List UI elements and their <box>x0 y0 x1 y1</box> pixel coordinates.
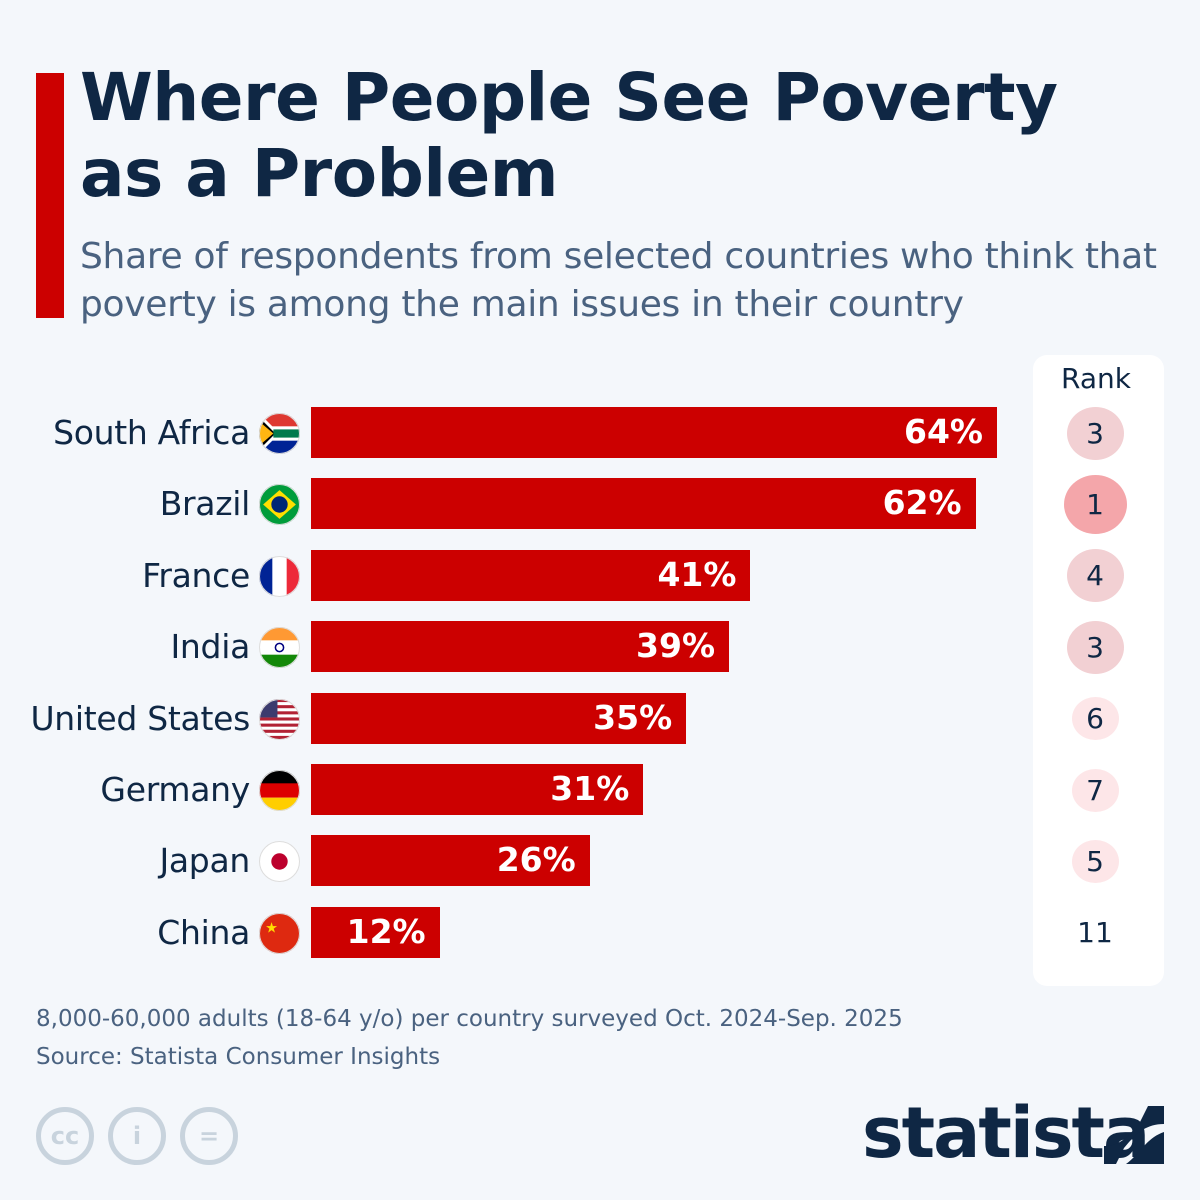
attribution-icon[interactable]: i <box>108 1107 166 1165</box>
bar: 12% <box>311 906 440 958</box>
bar: 64% <box>311 407 997 458</box>
za-flag-icon <box>259 413 300 454</box>
rank-badge: 11 <box>1077 916 1113 950</box>
rank-badge: 1 <box>1063 474 1127 534</box>
cn-flag-icon: ★ <box>259 912 300 954</box>
bar-row: France 41% 4 <box>0 549 1200 603</box>
rank-badge: 6 <box>1071 697 1119 741</box>
bar-row: India 39% 3 <box>0 620 1200 674</box>
svg-text:★: ★ <box>265 920 278 936</box>
bar: 62% <box>311 478 976 530</box>
jp-flag-icon <box>259 841 300 883</box>
bar: 26% <box>311 835 590 887</box>
no-derivatives-icon[interactable]: = <box>180 1107 238 1165</box>
bar-row: Germany 31% 7 <box>0 764 1200 816</box>
bar-row: South Africa 64% 3 <box>0 406 1200 460</box>
rank-badge: 7 <box>1071 768 1119 812</box>
bar-row: United States 35% 6 <box>0 692 1200 745</box>
fr-flag-icon <box>259 555 300 597</box>
bar-row: Japan 26% 5 <box>0 835 1200 887</box>
bar: 41% <box>311 549 751 601</box>
data-label: 64% <box>904 412 983 451</box>
country-label: France <box>142 555 250 595</box>
data-label: 35% <box>593 697 673 737</box>
country-label: Brazil <box>159 484 251 524</box>
data-label: 26% <box>496 840 576 880</box>
statista-logo-mark-icon <box>1104 1106 1164 1164</box>
data-label: 12% <box>346 911 426 951</box>
country-label: United States <box>30 698 250 738</box>
rank-badge: 5 <box>1071 839 1119 883</box>
us-flag-icon <box>259 698 300 740</box>
country-label: China <box>157 912 250 952</box>
rank-badge: 3 <box>1066 406 1124 460</box>
country-label: Japan <box>159 841 250 881</box>
bar: 35% <box>311 692 687 744</box>
bar: 31% <box>311 764 644 815</box>
rank-badge: 3 <box>1066 620 1124 674</box>
bar-row: China ★ 12% 11 <box>0 906 1200 959</box>
creative-commons-icon[interactable]: cc <box>36 1107 94 1165</box>
title-accent-bar <box>36 73 64 318</box>
bar-row: Brazil 62% 1 <box>0 474 1200 534</box>
chart-title: Where People See Poverty as a Problem <box>80 59 1058 212</box>
de-flag-icon <box>259 770 300 811</box>
chart-subtitle: Share of respondents from selected count… <box>80 236 1157 325</box>
source-note: Source: Statista Consumer Insights <box>36 1044 441 1070</box>
in-flag-icon <box>259 627 300 669</box>
rank-badge: 4 <box>1066 549 1124 603</box>
data-label: 39% <box>636 626 716 666</box>
rank-header: Rank <box>1061 362 1131 395</box>
country-label: India <box>170 627 251 667</box>
statista-logo[interactable]: statista <box>862 1092 1150 1174</box>
data-label: 41% <box>657 554 737 594</box>
data-label: 62% <box>882 483 962 523</box>
br-flag-icon <box>259 484 300 526</box>
survey-note: 8,000-60,000 adults (18-64 y/o) per coun… <box>36 1006 903 1032</box>
data-label: 31% <box>550 769 630 808</box>
footnote: 8,000-60,000 adults (18-64 y/o) per coun… <box>36 1000 903 1076</box>
bar: 39% <box>311 621 730 673</box>
country-label: South Africa <box>53 413 250 452</box>
country-label: Germany <box>100 770 250 809</box>
